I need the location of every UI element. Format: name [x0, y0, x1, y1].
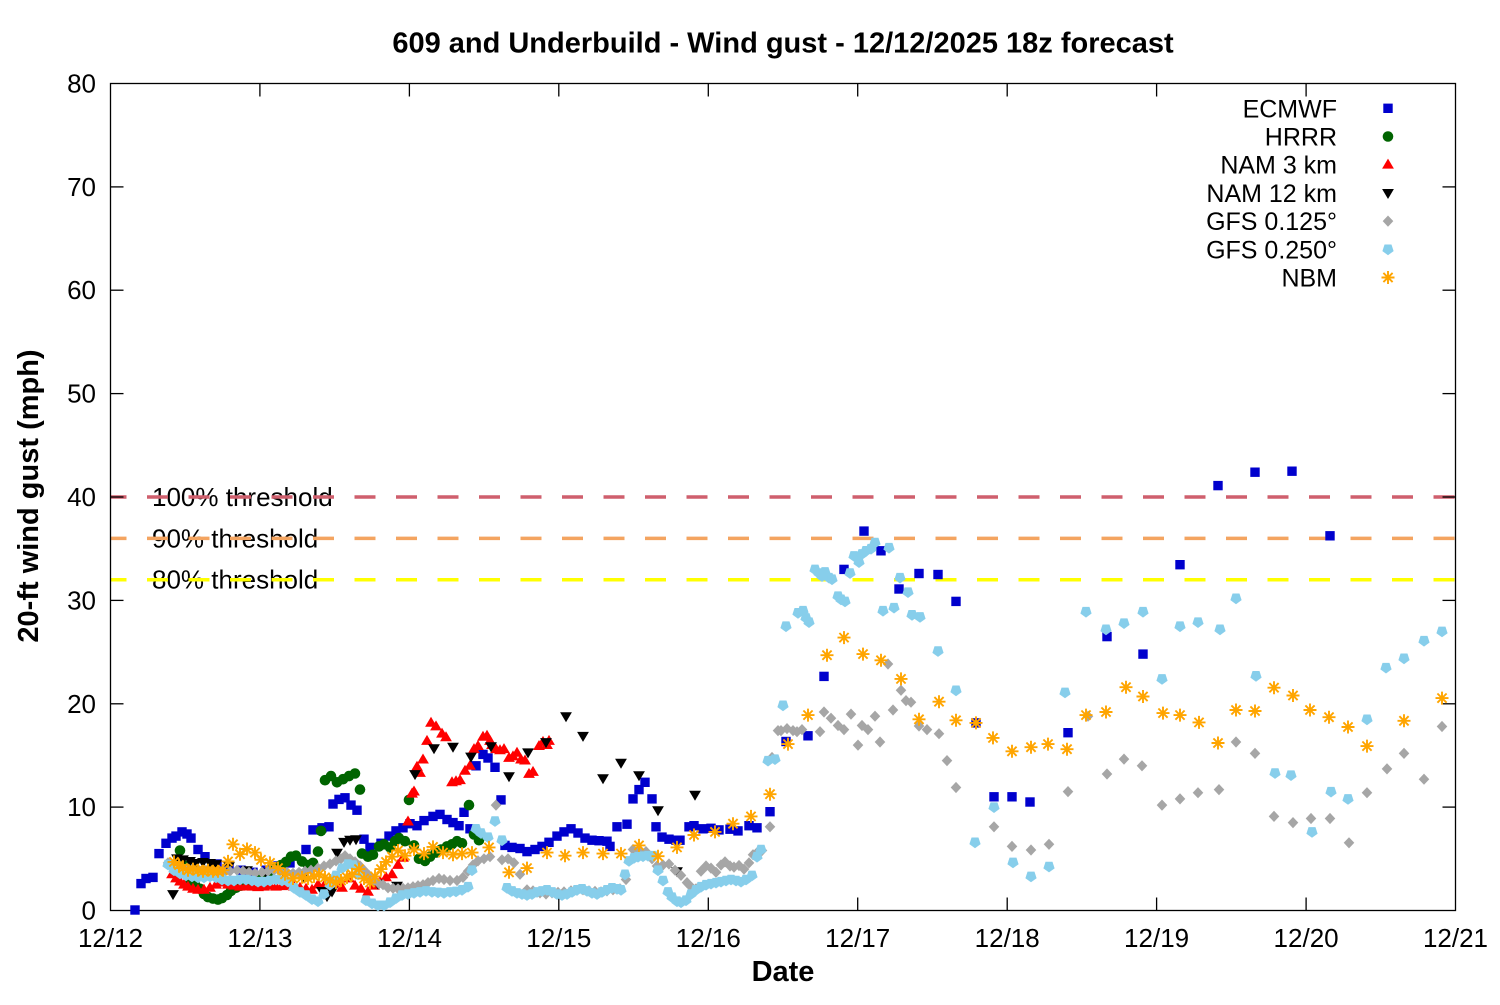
svg-text:0: 0 [82, 896, 96, 926]
svg-text:60: 60 [67, 275, 96, 305]
svg-text:GFS 0.125°: GFS 0.125° [1206, 208, 1337, 236]
svg-text:NAM 12 km: NAM 12 km [1206, 180, 1337, 208]
svg-text:12/19: 12/19 [1124, 923, 1189, 953]
svg-text:20-ft wind gust (mph): 20-ft wind gust (mph) [13, 349, 45, 642]
svg-text:GFS 0.250°: GFS 0.250° [1206, 236, 1337, 264]
svg-text:30: 30 [67, 585, 96, 615]
svg-text:20: 20 [67, 689, 96, 719]
svg-text:40: 40 [67, 482, 96, 512]
svg-text:ECMWF: ECMWF [1243, 95, 1337, 123]
svg-text:12/12: 12/12 [78, 923, 143, 953]
svg-text:NBM: NBM [1281, 265, 1337, 293]
svg-text:NAM 3 km: NAM 3 km [1220, 152, 1337, 180]
svg-text:80: 80 [67, 69, 96, 99]
svg-text:12/15: 12/15 [526, 923, 591, 953]
svg-text:12/13: 12/13 [227, 923, 292, 953]
svg-text:12/14: 12/14 [377, 923, 442, 953]
svg-text:12/17: 12/17 [825, 923, 890, 953]
svg-text:Date: Date [752, 956, 815, 988]
svg-text:12/18: 12/18 [975, 923, 1040, 953]
svg-text:609 and Underbuild - Wind gust: 609 and Underbuild - Wind gust - 12/12/2… [392, 28, 1174, 60]
svg-text:70: 70 [67, 172, 96, 202]
svg-text:12/20: 12/20 [1274, 923, 1339, 953]
svg-text:10: 10 [67, 792, 96, 822]
svg-text:50: 50 [67, 379, 96, 409]
svg-text:12/21: 12/21 [1423, 923, 1488, 953]
svg-text:HRRR: HRRR [1265, 124, 1337, 152]
svg-text:12/16: 12/16 [676, 923, 741, 953]
